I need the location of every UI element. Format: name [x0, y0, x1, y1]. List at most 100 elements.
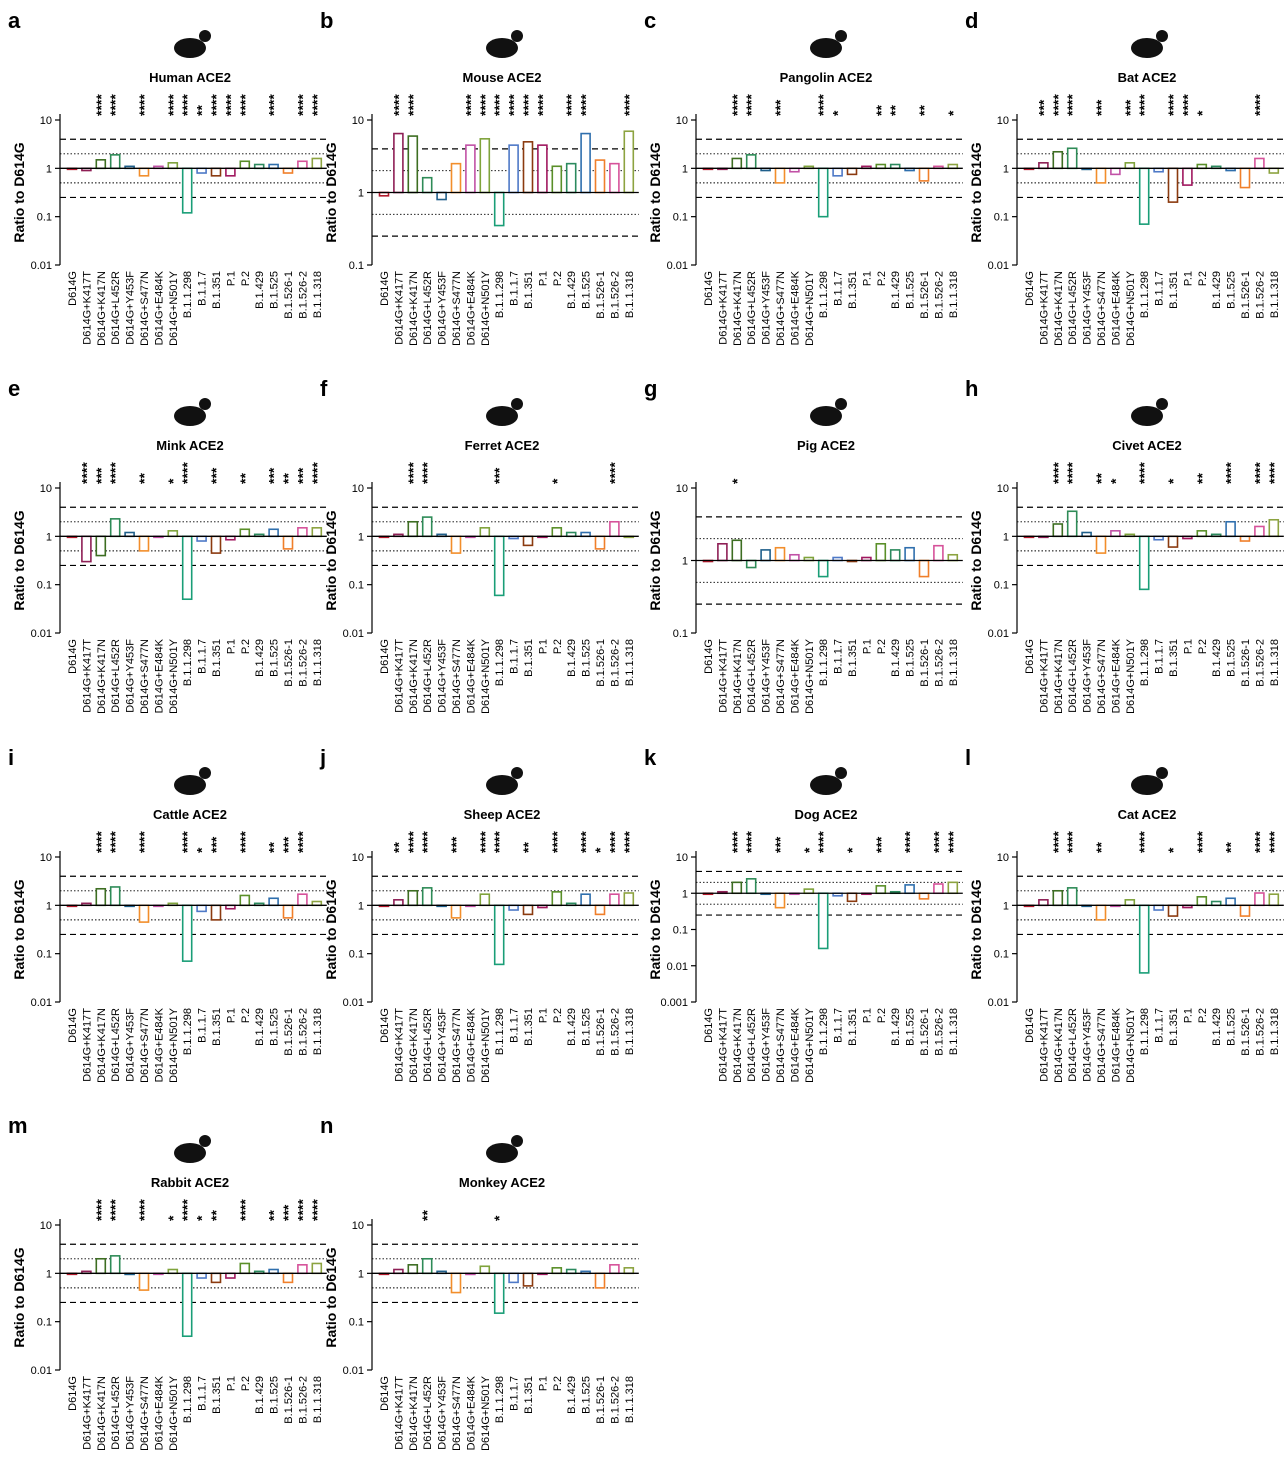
x-tick-label: B.1.351	[523, 639, 535, 677]
bar	[538, 145, 547, 192]
significance: ***	[448, 836, 464, 853]
x-tick-label: B.1.525	[1226, 639, 1238, 677]
x-tick-label: B.1.429	[566, 639, 578, 677]
significance: ****	[1266, 831, 1282, 853]
y-axis-label: Ratio to D614G	[11, 510, 27, 610]
bar	[312, 528, 321, 537]
x-tick-label: B.1.1.318	[948, 639, 960, 686]
bar	[1241, 536, 1250, 541]
x-tick-label: D614G	[379, 1376, 391, 1411]
x-tick-label: B.1.1.7	[197, 1008, 209, 1043]
bar	[1226, 898, 1235, 905]
x-tick-label: D614G+S477N	[1096, 271, 1108, 346]
x-tick-label: P.1	[861, 1008, 873, 1023]
significance: ****	[405, 94, 421, 116]
x-tick-label: B.1.429	[890, 639, 902, 677]
x-tick-label: D614G+K417T	[717, 639, 729, 713]
x-tick-label: B.1.1.7	[1154, 271, 1166, 306]
significance: ****	[549, 831, 565, 853]
x-tick-label: D614G	[1024, 271, 1036, 306]
x-tick-label: B.1.1.7	[197, 639, 209, 674]
panel-letter: k	[644, 745, 657, 770]
bar	[1169, 168, 1178, 202]
x-tick-label: B.1.526-2	[609, 271, 621, 319]
bar	[408, 522, 417, 537]
significance: ***	[1093, 99, 1109, 116]
bar	[284, 1273, 293, 1282]
x-tick-label: D614G+E484K	[153, 1375, 165, 1450]
panel: iCattle ACE2Ratio to D614G0.010.1110D614…	[8, 745, 327, 1083]
x-tick-label: P.1	[861, 639, 873, 654]
y-tick-label: 0.1	[673, 212, 688, 224]
x-tick-label: B.1.429	[1211, 271, 1223, 309]
x-tick-label: D614G+K417N	[96, 271, 108, 346]
bar	[452, 164, 461, 193]
x-tick-label: B.1.1.298	[182, 1376, 194, 1423]
x-tick-label: B.1.351	[847, 271, 859, 309]
x-tick-label: B.1.526-2	[609, 1376, 621, 1424]
chart-title: Ferret ACE2	[465, 438, 540, 453]
x-tick-label: B.1.526-1	[283, 1376, 295, 1424]
x-tick-label: D614G+E484K	[789, 270, 801, 345]
bar	[240, 1263, 249, 1273]
significance: *	[945, 110, 961, 116]
bar	[269, 529, 278, 536]
bar	[240, 529, 249, 536]
x-tick-label: D614G+K417T	[1038, 639, 1050, 713]
x-tick-label: B.1.1.7	[1154, 1008, 1166, 1043]
bar	[790, 555, 799, 561]
y-tick-label: 10	[352, 115, 364, 127]
bar	[312, 1263, 321, 1273]
x-tick-label: B.1.525	[581, 639, 593, 677]
bar	[284, 905, 293, 918]
panel-letter: e	[8, 376, 20, 401]
significance: ****	[1136, 831, 1152, 853]
bar	[408, 1265, 417, 1274]
bar	[480, 1266, 489, 1273]
bar	[876, 886, 885, 893]
x-tick-label: D614G	[379, 271, 391, 306]
chart-title: Dog ACE2	[794, 807, 857, 822]
x-tick-label: D614G+K417N	[732, 1008, 744, 1083]
x-tick-label: B.1.1.298	[182, 1008, 194, 1055]
chart-title: Pangolin ACE2	[780, 70, 873, 85]
bar	[596, 536, 605, 549]
x-tick-label: B.1.526-2	[1254, 271, 1266, 319]
bar	[408, 136, 417, 192]
bar	[394, 134, 403, 193]
significance: ***	[873, 836, 889, 853]
significance: ****	[743, 94, 759, 116]
x-tick-label: D614G+N501Y	[1125, 638, 1137, 714]
animal-icon	[1131, 38, 1163, 58]
y-tick-label: 0.01	[988, 997, 1009, 1009]
x-tick-label: B.1.526-2	[1254, 639, 1266, 687]
y-tick-label: 0.1	[37, 949, 52, 961]
bar	[552, 892, 561, 905]
x-tick-label: B.1.1.7	[509, 1376, 521, 1411]
y-tick-label: 0.1	[37, 1317, 52, 1329]
bar	[1183, 168, 1192, 185]
x-tick-label: P.1	[225, 271, 237, 286]
bar	[848, 893, 857, 901]
x-tick-label: D614G+Y453F	[437, 1376, 449, 1450]
x-tick-label: B.1.1.298	[818, 639, 830, 686]
bar	[920, 168, 929, 181]
x-tick-label: B.1.525	[269, 1376, 281, 1414]
chart-title: Rabbit ACE2	[151, 1175, 229, 1190]
y-tick-label: 10	[676, 852, 688, 864]
x-tick-label: D614G+E484K	[153, 1007, 165, 1082]
bar	[732, 540, 741, 560]
x-tick-label: D614G	[703, 271, 715, 306]
x-tick-label: B.1.525	[581, 271, 593, 309]
x-tick-label: D614G+L452R	[422, 1376, 434, 1450]
bar	[140, 1273, 149, 1290]
animal-icon	[174, 775, 206, 795]
panel-letter: h	[965, 376, 978, 401]
x-tick-label: D614G+K417N	[96, 639, 108, 714]
x-tick-label: P.2	[876, 1008, 888, 1023]
x-tick-label: B.1.526-1	[283, 1008, 295, 1056]
animal-icon	[174, 1143, 206, 1163]
x-tick-label: B.1.1.318	[948, 1008, 960, 1055]
x-tick-label: D614G	[1024, 639, 1036, 674]
y-axis-label: Ratio to D614G	[11, 1247, 27, 1347]
